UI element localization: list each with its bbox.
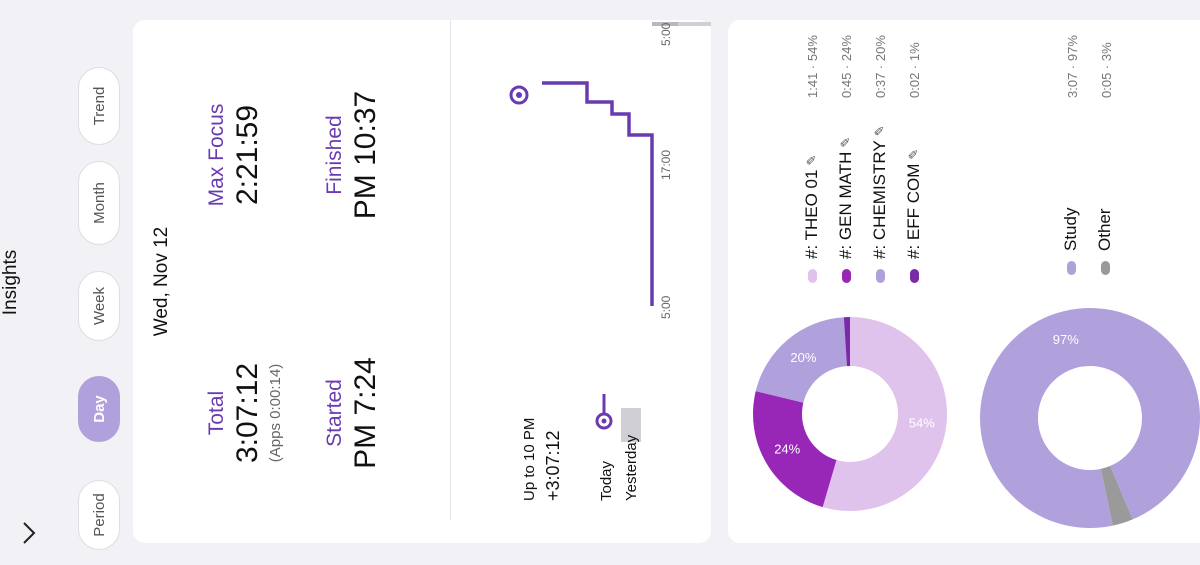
subjects-donut-slice-1 (822, 317, 947, 511)
subject-legend-theo: #: THEO 01 ✎ (802, 155, 822, 283)
legend-swatch (909, 269, 919, 283)
legend-swatch (841, 269, 851, 283)
categories-donut-data-label-1: 97% (1053, 332, 1079, 347)
category-legend-study: Study (1061, 208, 1081, 275)
page-title: Insights (0, 249, 21, 316)
distribution-card: 54% 24% 20% 97% #: THEO 01 ✎ #: GEN MATH ✎ … (728, 20, 1200, 543)
tab-day[interactable]: Day (78, 376, 120, 442)
subjects-donut-chart: 54% 24% 20% 97% (753, 308, 1200, 528)
today-end-dot (516, 92, 522, 98)
subject-value-effcom: 0:02 · 1% (907, 42, 922, 98)
subject-legend-effcom: #: EFF COM ✎ (904, 149, 924, 283)
focus-trend-chart (509, 22, 711, 306)
legend-label: #: EFF COM (904, 163, 923, 259)
categories-donut-slice-2 (1100, 465, 1133, 526)
legend-swatch (1100, 261, 1110, 275)
legend-label: #: THEO 01 (802, 169, 821, 259)
pencil-icon[interactable]: ✎ (872, 125, 887, 137)
legend-label: #: CHEMISTRY (870, 140, 889, 259)
category-value-other: 0:05 · 3% (1099, 42, 1114, 98)
category-value-study: 3:07 · 97% (1065, 35, 1080, 98)
x-tick-1: 5:00 (659, 295, 673, 319)
subject-value-chemistry: 0:37 · 20% (873, 35, 888, 98)
legend-swatch (1066, 261, 1076, 275)
subject-value-genmath: 0:45 · 24% (839, 35, 854, 98)
summary-card: Wed, Nov 12 Total 3:07:12 (Apps 0:00:14)… (133, 20, 711, 543)
tab-month[interactable]: Month (78, 161, 120, 245)
subjects-donut-slice-3 (755, 317, 847, 403)
pencil-icon[interactable]: ✎ (906, 148, 921, 160)
legend-label: Study (1061, 207, 1080, 251)
subjects-donut-data-label-2: 24% (774, 442, 800, 457)
pencil-icon[interactable]: ✎ (804, 154, 819, 166)
legend-swatch (875, 269, 885, 283)
categories-donut-slice-1 (980, 308, 1200, 528)
pencil-icon[interactable]: ✎ (838, 136, 853, 148)
legend-swatch (807, 269, 817, 283)
chevron-down-icon[interactable] (13, 519, 45, 547)
today-legend-marker (595, 394, 613, 430)
x-tick-2: 17:00 (659, 149, 673, 180)
subjects-donut-data-label-1: 54% (909, 416, 935, 431)
legend-label: Other (1095, 208, 1114, 251)
category-legend-other: Other (1095, 208, 1115, 275)
tab-trend[interactable]: Trend (78, 67, 120, 145)
subject-value-theo: 1:41 · 54% (805, 35, 820, 98)
tab-week[interactable]: Week (78, 271, 120, 341)
subjects-donut-slice-2 (753, 391, 837, 508)
subject-legend-genmath: #: GEN MATH ✎ (836, 137, 856, 283)
subject-legend-chemistry: #: CHEMISTRY ✎ (870, 125, 890, 283)
subjects-donut-data-label-3: 20% (790, 350, 816, 365)
subjects-donut-slice-4 (843, 316, 850, 367)
tab-period[interactable]: Period (78, 480, 120, 550)
x-tick-3: 5:00 (659, 22, 673, 46)
today-line (542, 81, 654, 306)
legend-label: #: GEN MATH (836, 151, 855, 259)
